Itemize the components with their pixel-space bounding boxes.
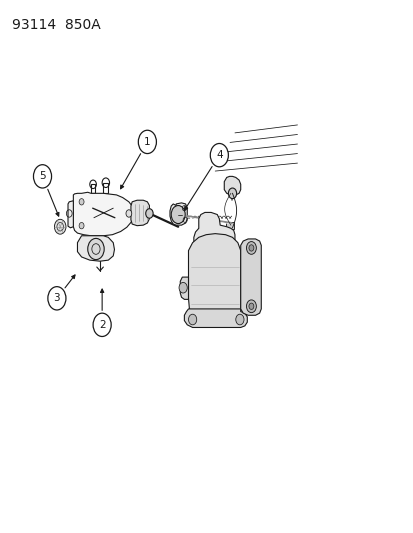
Circle shape	[246, 241, 256, 254]
Circle shape	[138, 130, 156, 154]
Circle shape	[178, 282, 187, 293]
Circle shape	[235, 314, 243, 325]
Polygon shape	[68, 201, 73, 228]
Text: 4: 4	[216, 150, 222, 160]
Circle shape	[145, 209, 153, 218]
Text: 5: 5	[39, 172, 46, 181]
Circle shape	[126, 210, 131, 217]
Polygon shape	[170, 203, 187, 225]
Polygon shape	[188, 233, 240, 323]
Polygon shape	[131, 200, 149, 225]
Circle shape	[79, 222, 84, 229]
Text: 93114  850A: 93114 850A	[12, 18, 100, 33]
Polygon shape	[240, 239, 261, 316]
FancyBboxPatch shape	[225, 222, 234, 229]
Circle shape	[171, 206, 185, 223]
Circle shape	[93, 313, 111, 336]
Polygon shape	[224, 176, 240, 195]
Polygon shape	[184, 309, 247, 327]
Circle shape	[188, 314, 196, 325]
Circle shape	[48, 287, 66, 310]
Polygon shape	[193, 213, 235, 261]
Circle shape	[88, 238, 104, 260]
Circle shape	[228, 188, 236, 199]
Circle shape	[248, 303, 253, 310]
Circle shape	[248, 245, 253, 251]
Text: 2: 2	[99, 320, 105, 330]
Circle shape	[246, 300, 256, 313]
Circle shape	[79, 199, 84, 205]
Circle shape	[33, 165, 52, 188]
Text: 1: 1	[144, 137, 150, 147]
Ellipse shape	[91, 199, 115, 228]
Circle shape	[210, 143, 228, 167]
Polygon shape	[180, 277, 188, 300]
Text: 3: 3	[53, 293, 60, 303]
Ellipse shape	[88, 196, 119, 231]
Polygon shape	[73, 192, 133, 236]
Circle shape	[54, 219, 66, 234]
Polygon shape	[77, 236, 114, 261]
